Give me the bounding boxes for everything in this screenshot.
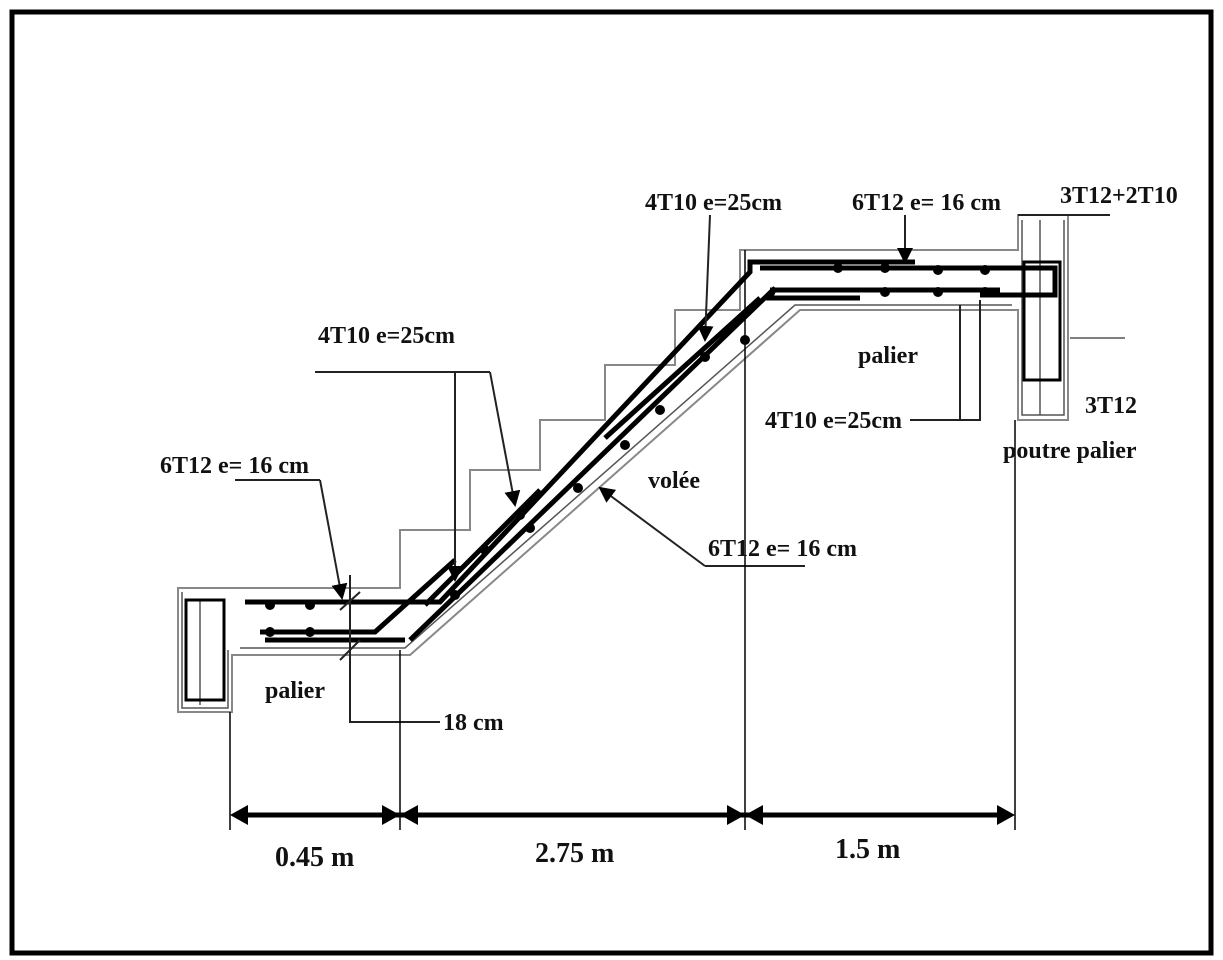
label: 4T10 e=25cm [645,190,782,216]
rebar-dots [265,263,990,637]
concrete-outline [177,214,1125,713]
dimension-label: 0.45 m [275,842,354,873]
dimension-label: 2.75 m [535,838,614,869]
left-beam-stirrup [184,598,226,702]
label: 6T12 e= 16 cm [708,536,857,562]
label: poutre palier [1003,438,1137,464]
label: 6T12 e= 16 cm [160,453,309,479]
label: 4T10 e=25cm [765,408,902,434]
leaders [235,214,1110,723]
right-beam-stirrup [1022,260,1062,382]
dimension-lines [229,250,1016,830]
label: palier [858,343,918,369]
frame [9,9,1214,956]
label: 6T12 e= 16 cm [852,190,1001,216]
label: palier [265,678,325,704]
label: volée [648,468,700,494]
label: 18 cm [443,710,504,736]
label: 3T12 [1085,393,1137,419]
rebars [245,259,1058,643]
label: 4T10 e=25cm [318,323,455,349]
dimension-label: 1.5 m [835,834,900,865]
label: 3T12+2T10 [1060,183,1178,209]
